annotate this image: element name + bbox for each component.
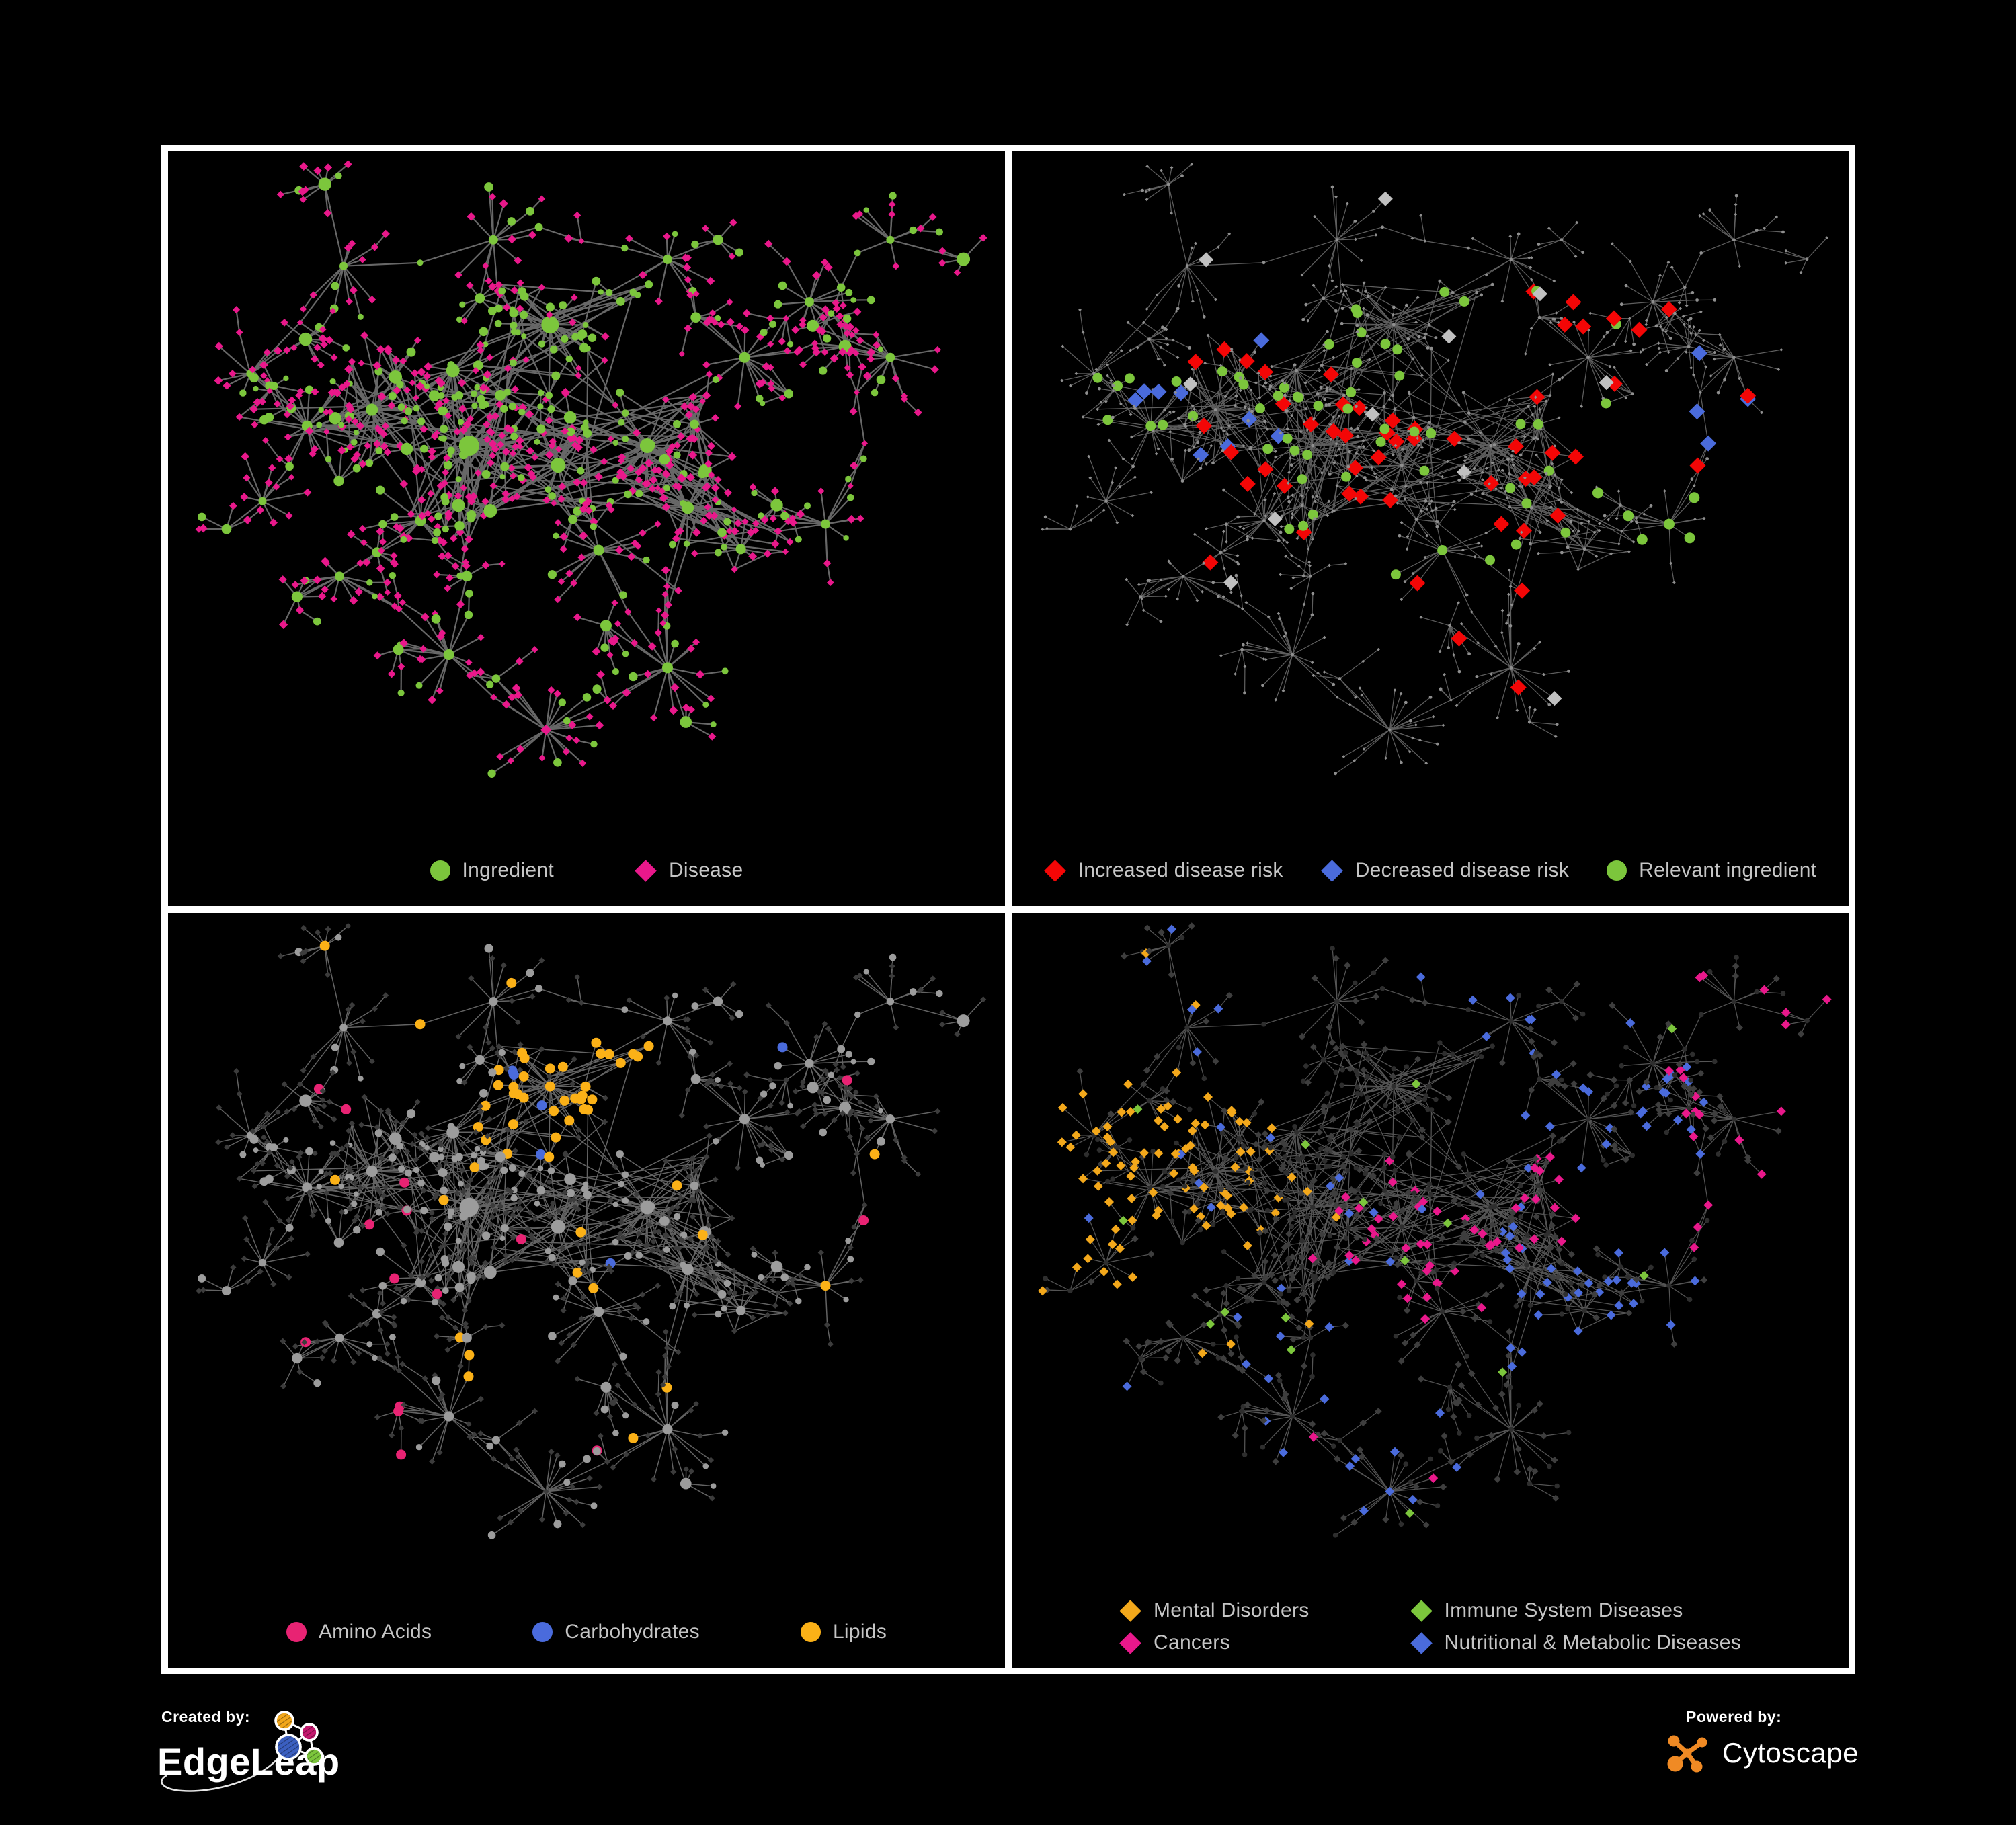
legend-ingredient-disease: Ingredient Disease — [168, 859, 1005, 882]
diamond-marker-icon — [1044, 860, 1066, 882]
legend-item-amino-acids: Amino Acids — [286, 1621, 432, 1644]
legend-item-disease: Disease — [635, 859, 743, 882]
edgeleap-credit: Created by: EdgeLeap — [149, 1707, 418, 1825]
legend-label: Decreased disease risk — [1355, 859, 1569, 882]
cytoscape-name: Cytoscape — [1722, 1737, 1859, 1769]
edges-layer — [1043, 165, 1827, 774]
nodes-layer — [196, 160, 987, 778]
diamond-marker-icon — [1119, 1632, 1141, 1654]
legend-item-ingredient: Ingredient — [430, 859, 554, 882]
legend-label: Increased disease risk — [1078, 859, 1283, 882]
legend-label: Ingredient — [462, 859, 554, 882]
legend-item-cancers: Cancers — [1119, 1631, 1309, 1654]
network-graph-nutrient-classes — [168, 913, 1005, 1668]
legend-item-carbohydrates: Carbohydrates — [532, 1621, 700, 1644]
nodes-layer — [1041, 163, 1829, 775]
powered-by-label: Powered by: — [1686, 1708, 1781, 1726]
legend-item-nutritional-metabolic-diseases: Nutritional & Metabolic Diseases — [1410, 1631, 1741, 1654]
legend-label: Cancers — [1154, 1631, 1230, 1654]
cytoscape-glyph — [1668, 1736, 1707, 1772]
legend-label: Immune System Diseases — [1445, 1599, 1683, 1622]
panel-ingredient-disease: Ingredient Disease — [161, 145, 1012, 913]
legend-item-increased-disease-risk: Increased disease risk — [1044, 859, 1283, 882]
edges-layer — [199, 926, 983, 1535]
legend-item-immune-system-diseases: Immune System Diseases — [1410, 1599, 1741, 1622]
diamond-marker-icon — [1119, 1600, 1141, 1622]
cytoscape-credit: Powered by: Cytoscape — [1655, 1707, 1877, 1791]
legend-label: Lipids — [833, 1621, 887, 1644]
nodes-layer — [196, 923, 986, 1539]
legend-item-relevant-ingredient: Relevant ingredient — [1607, 859, 1816, 882]
legend-label: Nutritional & Metabolic Diseases — [1445, 1631, 1741, 1654]
diamond-marker-icon — [1410, 1632, 1433, 1654]
circle-marker-icon — [1607, 860, 1627, 881]
legend-nutrient-classes: Amino Acids Carbohydrates Lipids — [168, 1621, 1005, 1644]
diamond-marker-icon — [1321, 860, 1343, 882]
nodes-layer — [1038, 922, 1832, 1537]
legend-label: Mental Disorders — [1154, 1599, 1309, 1622]
legend-label: Disease — [669, 859, 743, 882]
edgeleap-logo: Created by: EdgeLeap — [149, 1707, 418, 1822]
circle-marker-icon — [430, 860, 450, 881]
edges-layer — [199, 165, 983, 774]
panel-nutrient-classes: Amino Acids Carbohydrates Lipids — [161, 906, 1012, 1674]
legend-label: Relevant ingredient — [1639, 859, 1816, 882]
circle-marker-icon — [286, 1622, 307, 1642]
cytoscape-logo: Powered by: Cytoscape — [1655, 1707, 1877, 1788]
legend-disease-risk: Increased disease risk Decreased disease … — [1012, 859, 1849, 882]
legend-item-lipids: Lipids — [801, 1621, 887, 1644]
legend-item-mental-disorders: Mental Disorders — [1119, 1599, 1309, 1622]
legend-item-decreased-disease-risk: Decreased disease risk — [1321, 859, 1569, 882]
network-graph-disease-risk — [1012, 151, 1849, 906]
circle-marker-icon — [801, 1622, 821, 1642]
edges-layer — [1043, 926, 1827, 1535]
network-graph-ingredient-disease — [168, 151, 1005, 906]
legend-label: Carbohydrates — [565, 1621, 700, 1644]
network-graph-disease-categories — [1012, 913, 1849, 1668]
diamond-marker-icon — [1410, 1600, 1433, 1622]
created-by-label: Created by: — [161, 1708, 250, 1726]
panel-disease-categories: Mental Disorders Immune System Diseases Ca… — [1005, 906, 1855, 1674]
diamond-marker-icon — [635, 860, 657, 882]
legend-label: Amino Acids — [319, 1621, 432, 1644]
circle-marker-icon — [532, 1622, 553, 1642]
panel-disease-risk: Increased disease risk Decreased disease … — [1005, 145, 1855, 913]
legend-disease-categories: Mental Disorders Immune System Diseases Ca… — [1012, 1599, 1849, 1654]
